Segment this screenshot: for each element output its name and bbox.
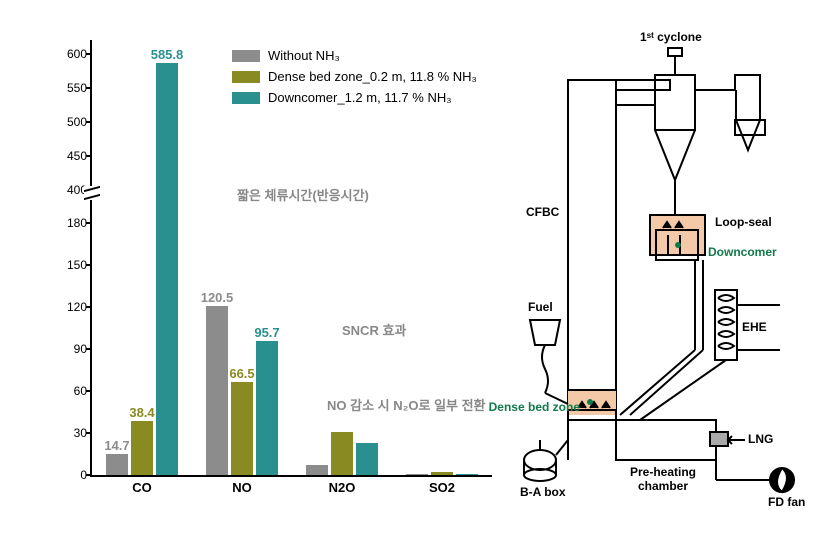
- bar: [306, 465, 328, 475]
- bar: [231, 382, 253, 475]
- legend-label: Without NH₃: [268, 48, 340, 63]
- bar: [206, 306, 228, 475]
- chart-annotation: 짧은 체류시간(반응시간): [237, 185, 369, 204]
- legend-label: Dense bed zone_0.2 m, 11.8 % NH₃: [268, 69, 477, 84]
- legend: Without NH₃ Dense bed zone_0.2 m, 11.8 % …: [232, 48, 477, 111]
- label-loopseal: Loop-seal: [715, 215, 772, 229]
- bar-value-label: 38.4: [129, 405, 154, 420]
- emissions-chart: Pollutant emissions (ppm based on O₂ 6 v…: [15, 30, 505, 530]
- label-ehe: EHE: [742, 320, 767, 334]
- ytick-label: 500: [67, 115, 87, 129]
- bar: [131, 421, 153, 475]
- label-fdfan: FD fan: [768, 495, 805, 509]
- legend-swatch: [232, 71, 260, 83]
- bar: [356, 443, 378, 475]
- ytick-label: 550: [67, 81, 87, 95]
- bar: [331, 432, 353, 475]
- label-cfbc: CFBC: [526, 205, 559, 219]
- ytick-label: 60: [74, 384, 87, 398]
- ytick-label: 180: [67, 216, 87, 230]
- label-lng: LNG: [748, 432, 773, 446]
- bar: [106, 454, 128, 475]
- xtick-label: N2O: [329, 480, 356, 495]
- legend-swatch: [232, 50, 260, 62]
- bar-value-label: 120.5: [201, 290, 234, 305]
- xtick-label: CO: [132, 480, 152, 495]
- xtick-label: SO2: [429, 480, 455, 495]
- legend-item: Downcomer_1.2 m, 11.7 % NH₃: [232, 90, 477, 105]
- legend-label: Downcomer_1.2 m, 11.7 % NH₃: [268, 90, 452, 105]
- bar: [256, 341, 278, 475]
- chart-annotation: SNCR 효과: [342, 320, 406, 339]
- bar: [406, 474, 428, 475]
- ytick-label: 450: [67, 149, 87, 163]
- label-preheating: Pre-heating chamber: [630, 465, 696, 493]
- xtick-label: NO: [232, 480, 252, 495]
- ytick-label: 150: [67, 258, 87, 272]
- bar: [156, 63, 178, 475]
- ytick-label: 120: [67, 300, 87, 314]
- label-1st-cyclone: 1ˢᵗ cyclone: [640, 30, 702, 44]
- plot-area: Without NH₃ Dense bed zone_0.2 m, 11.8 % …: [90, 40, 492, 477]
- ytick-label: 90: [74, 342, 87, 356]
- legend-swatch: [232, 92, 260, 104]
- legend-item: Dense bed zone_0.2 m, 11.8 % NH₃: [232, 69, 477, 84]
- label-fuel: Fuel: [528, 300, 553, 314]
- cfbc-schematic: 1ˢᵗ cyclone CFBC Loop-seal Downcomer Fue…: [520, 20, 820, 530]
- bar-value-label: 66.5: [229, 366, 254, 381]
- label-densebed: Dense bed zone: [470, 400, 580, 414]
- label-babox: B-A box: [520, 485, 566, 499]
- ytick-label: 30: [74, 426, 87, 440]
- legend-item: Without NH₃: [232, 48, 477, 63]
- ytick-label: 600: [67, 47, 87, 61]
- bar-value-label: 95.7: [254, 325, 279, 340]
- bar-value-label: 585.8: [151, 47, 184, 62]
- chart-annotation: NO 감소 시 N₂O로 일부 전환: [327, 395, 486, 414]
- bar: [456, 474, 478, 475]
- bar: [431, 472, 453, 475]
- bar-value-label: 14.7: [104, 438, 129, 453]
- label-downcomer: Downcomer: [708, 245, 777, 259]
- ytick-label: 0: [80, 468, 87, 482]
